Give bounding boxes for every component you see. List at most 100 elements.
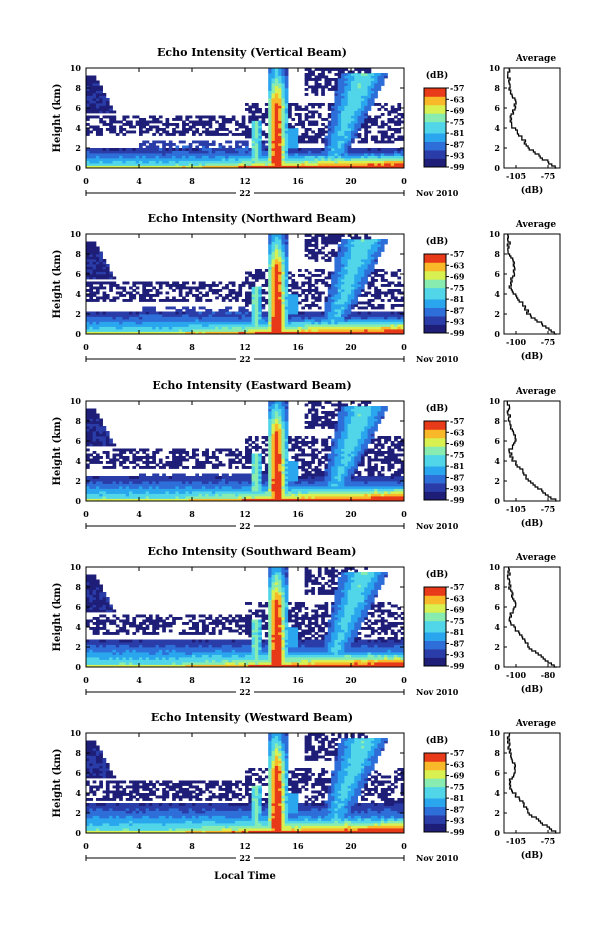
heatmap-cell	[324, 165, 329, 169]
heatmap-cell	[367, 93, 372, 96]
heatmap-cell	[301, 281, 306, 285]
heatmap-cell	[337, 90, 342, 94]
heatmap-cell	[152, 125, 156, 129]
heatmap-cell	[344, 105, 349, 109]
heatmap-cell	[248, 118, 253, 121]
heatmap-cell	[364, 120, 368, 124]
heatmap-cell	[142, 140, 147, 144]
heatmap-cell	[291, 125, 296, 129]
heatmap-cell	[278, 148, 282, 151]
heatmap-cell	[248, 105, 253, 109]
heatmap-cell	[327, 78, 332, 81]
heatmap-cell	[278, 326, 282, 330]
heatmap-cell	[95, 128, 100, 131]
heatmap-cell	[172, 461, 176, 464]
heatmap-cell	[142, 329, 147, 332]
heatmap-cell	[341, 103, 345, 106]
heatmap-cell	[284, 128, 289, 131]
heatmap-cell	[374, 321, 378, 325]
heatmap-cell	[307, 244, 312, 247]
heatmap-cell	[221, 133, 226, 136]
heatmap-cell	[360, 105, 365, 109]
heatmap-cell	[105, 498, 110, 502]
heatmap-cell	[145, 120, 150, 124]
heatmap-cell	[384, 148, 388, 151]
heatmap-cell	[238, 150, 243, 154]
heatmap-cell	[341, 289, 345, 292]
heatmap-cell	[314, 83, 319, 86]
heatmap-cell	[205, 326, 209, 330]
heatmap-cell	[109, 486, 113, 489]
heatmap-cell	[337, 271, 342, 275]
heatmap-cell	[311, 85, 315, 89]
heatmap-cell	[278, 296, 282, 300]
heatmap-cell	[390, 105, 395, 109]
heatmap-cell	[86, 83, 90, 86]
heatmap-cell	[344, 281, 349, 285]
heatmap-cell	[92, 95, 97, 99]
heatmap-cell	[377, 331, 382, 335]
heatmap-cell	[327, 153, 332, 156]
heatmap-cell	[337, 274, 342, 277]
heatmap-cell	[284, 276, 289, 280]
heatmap-cell	[92, 478, 97, 482]
heatmap-cell	[261, 304, 266, 307]
heatmap-cell	[142, 155, 147, 159]
heatmap-cell	[95, 289, 100, 292]
heatmap-cell	[122, 118, 127, 121]
heatmap-cell	[400, 135, 405, 139]
heatmap-cell	[367, 249, 372, 252]
heatmap-cell	[364, 321, 368, 325]
heatmap-cell	[274, 236, 279, 240]
heatmap-cell	[231, 150, 236, 154]
heatmap-cell	[344, 326, 349, 330]
heatmap-cell	[364, 93, 368, 96]
heatmap-cell	[268, 153, 272, 156]
heatmap-cell	[178, 286, 183, 290]
heatmap-cell	[95, 274, 100, 277]
heatmap-cell	[89, 329, 94, 332]
heatmap-cell	[215, 155, 219, 159]
heatmap-cell	[119, 294, 123, 297]
heatmap-cell	[185, 130, 190, 134]
heatmap-cell	[364, 271, 368, 275]
heatmap-cell	[291, 314, 296, 317]
heatmap-cell	[261, 329, 266, 332]
heatmap-cell	[192, 160, 196, 164]
heatmap-cell	[218, 128, 223, 131]
heatmap-cell	[201, 483, 206, 487]
heatmap-cell	[132, 324, 137, 327]
heatmap-cell	[225, 118, 229, 121]
heatmap-cell	[344, 118, 349, 121]
heatmap-cell	[354, 331, 359, 335]
heatmap-cell	[334, 286, 339, 290]
heatmap-cell	[155, 463, 160, 467]
heatmap-cell	[139, 331, 143, 335]
heatmap-cell	[168, 478, 173, 482]
heatmap-cell	[245, 148, 249, 151]
heatmap-cell	[314, 133, 319, 136]
heatmap-cell	[152, 309, 156, 312]
average-x-tick-label: -75	[541, 337, 555, 347]
heatmap-cell	[228, 294, 233, 297]
heatmap-cell	[354, 123, 359, 126]
heatmap-cell	[347, 120, 352, 124]
heatmap-cell	[175, 463, 180, 467]
heatmap-cell	[92, 496, 97, 499]
heatmap-cell	[182, 486, 186, 489]
heatmap-cell	[208, 165, 213, 169]
heatmap-cell	[119, 331, 123, 335]
heatmap-cell	[231, 321, 236, 325]
heatmap-cell	[132, 486, 137, 489]
heatmap-cell	[132, 453, 137, 457]
heatmap-cell	[99, 251, 103, 255]
heatmap-cell	[288, 110, 292, 114]
heatmap-cell	[172, 331, 176, 335]
heatmap-cell	[225, 160, 229, 164]
heatmap-cell	[254, 301, 259, 305]
heatmap-cell	[324, 68, 329, 71]
heatmap-cell	[105, 148, 110, 151]
heatmap-cell	[258, 324, 262, 327]
heatmap-cell	[168, 145, 173, 149]
heatmap-cell	[337, 118, 342, 121]
